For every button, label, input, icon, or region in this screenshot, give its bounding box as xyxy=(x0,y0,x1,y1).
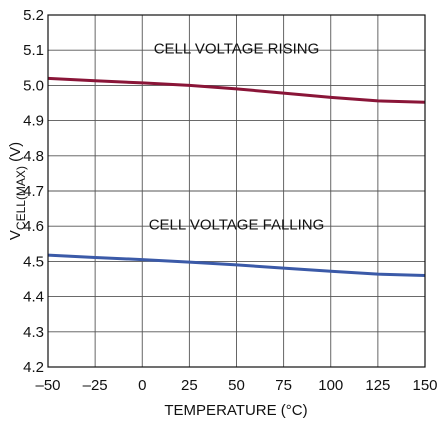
y-tick-label: 4.5 xyxy=(23,253,44,270)
y-tick-label: 4.6 xyxy=(23,218,44,235)
x-tick-label: 0 xyxy=(138,377,146,394)
x-tick-label: –25 xyxy=(83,377,108,394)
x-tick-label: 25 xyxy=(181,377,198,394)
grid xyxy=(48,15,425,367)
x-tick-label: –50 xyxy=(35,377,60,394)
series-line xyxy=(47,253,426,277)
x-tick-label: 125 xyxy=(365,377,390,394)
y-axis-title: VCELL(MAX) (V) xyxy=(7,142,28,240)
y-tick-label: 4.9 xyxy=(23,113,44,130)
x-tick-label: 150 xyxy=(412,377,437,394)
y-tick-label: 4.2 xyxy=(23,359,44,376)
y-axis-title-sub: CELL(MAX) xyxy=(14,166,28,230)
series-lines xyxy=(47,76,426,277)
y-tick-label: 5.2 xyxy=(23,7,44,24)
x-tick-labels: –50 –25 0 25 50 75 100 125 150 xyxy=(35,377,437,394)
y-tick-label: 4.4 xyxy=(23,289,44,306)
x-tick-label: 50 xyxy=(228,377,245,394)
y-tick-label: 4.8 xyxy=(23,148,44,165)
series-annotation: CELL VOLTAGE RISING xyxy=(154,41,320,58)
series-annotation: CELL VOLTAGE FALLING xyxy=(149,217,325,234)
y-tick-label: 4.3 xyxy=(23,324,44,341)
series-line xyxy=(47,76,426,104)
y-tick-label: 5.1 xyxy=(23,42,44,59)
y-tick-label: 5.0 xyxy=(23,77,44,94)
y-tick-labels: 4.2 4.3 4.4 4.5 4.6 4.7 4.8 4.9 5.0 5.1 5.2 xyxy=(23,7,44,376)
x-axis-title: TEMPERATURE (°C) xyxy=(164,402,307,419)
y-tick-label: 4.7 xyxy=(23,183,44,200)
annotations: CELL VOLTAGE RISING CELL VOLTAGE FALLING xyxy=(149,41,325,234)
plot-frame xyxy=(47,14,426,368)
x-tick-label: 100 xyxy=(318,377,343,394)
x-tick-label: 75 xyxy=(275,377,292,394)
y-axis-title-unit: (V) xyxy=(7,142,24,166)
y-axis-title-main: V xyxy=(7,230,24,240)
